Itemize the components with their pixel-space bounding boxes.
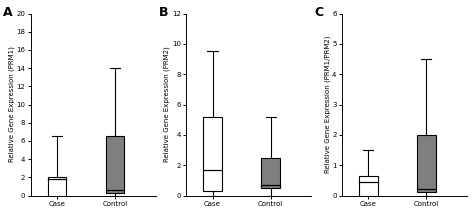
Bar: [47, 177, 66, 196]
Bar: [417, 135, 436, 192]
Text: C: C: [315, 6, 324, 19]
Y-axis label: Relative Gene Expression (PRM1/PRM2): Relative Gene Expression (PRM1/PRM2): [324, 36, 331, 173]
Text: A: A: [3, 6, 13, 19]
Bar: [203, 117, 222, 191]
Bar: [261, 158, 280, 188]
Y-axis label: Relative Gene Expression (PRM2): Relative Gene Expression (PRM2): [164, 47, 171, 162]
Y-axis label: Relative Gene Expression (PRM1): Relative Gene Expression (PRM1): [8, 47, 15, 162]
Bar: [106, 136, 124, 193]
Bar: [359, 176, 378, 196]
Text: B: B: [159, 6, 168, 19]
